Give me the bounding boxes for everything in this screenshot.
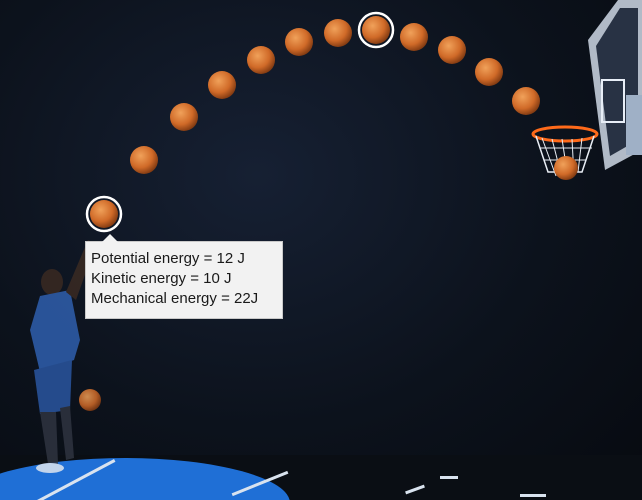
- basketball-icon: [130, 146, 158, 174]
- basketball-icon: [285, 28, 313, 56]
- basketball-icon: [400, 23, 428, 51]
- basketball-icon: [475, 58, 503, 86]
- highlight-ring: [357, 11, 395, 49]
- highlight-ring: [85, 195, 123, 233]
- kinetic-energy-label: Kinetic energy = 10 J: [91, 270, 232, 287]
- basketball-icon: [170, 103, 198, 131]
- basketball-icon: [90, 200, 118, 228]
- basketball-icon: [208, 71, 236, 99]
- energy-readout-box: Potential energy = 12 J Kinetic energy =…: [85, 234, 283, 319]
- basketball-icon: [362, 16, 390, 44]
- potential-energy-label: Potential energy = 12 J: [91, 250, 245, 267]
- court-line: [520, 494, 546, 497]
- mechanical-energy-label: Mechanical energy = 22J: [91, 290, 259, 307]
- basketball-icon: [512, 87, 540, 115]
- ball-trajectory: [90, 16, 540, 228]
- basketball-hoop: [531, 0, 642, 180]
- basketball-icon: [247, 46, 275, 74]
- basketball-icon: [438, 36, 466, 64]
- court-line: [440, 476, 458, 479]
- basketball-icon: [324, 19, 352, 47]
